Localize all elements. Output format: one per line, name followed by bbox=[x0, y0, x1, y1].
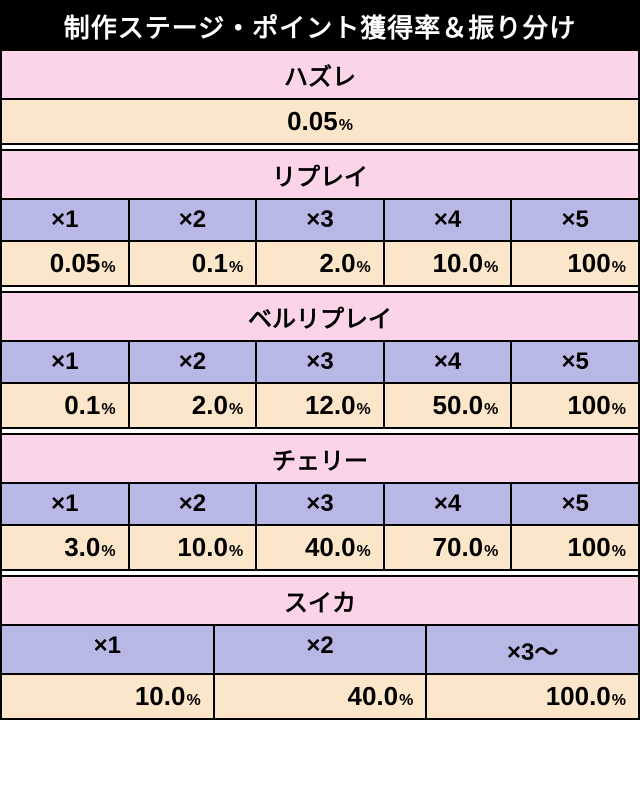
value-row: 0.1%2.0%12.0%50.0%100% bbox=[2, 384, 638, 427]
value-number: 40.0 bbox=[305, 532, 356, 563]
multiplier-cell: ×2 bbox=[130, 484, 258, 524]
category-header: スイカ bbox=[2, 577, 638, 626]
multiplier-cell: ×4 bbox=[385, 484, 513, 524]
percent-sign: % bbox=[612, 543, 626, 561]
single-value: 0.05% bbox=[2, 100, 638, 143]
value-row: 3.0%10.0%40.0%70.0%100% bbox=[2, 526, 638, 569]
value-cell: 2.0% bbox=[257, 242, 385, 285]
value-number: 3.0 bbox=[64, 532, 100, 563]
percent-sign: % bbox=[357, 259, 371, 277]
value-row: 0.05%0.1%2.0%10.0%100% bbox=[2, 242, 638, 285]
section-1: リプレイ×1×2×3×4×50.05%0.1%2.0%10.0%100% bbox=[2, 149, 638, 285]
value-number: 0.1 bbox=[192, 248, 228, 279]
multiplier-row: ×1×2×3×4×5 bbox=[2, 200, 638, 242]
value-cell: 0.1% bbox=[2, 384, 130, 427]
value-number: 10.0 bbox=[135, 681, 186, 712]
multiplier-cell: ×5 bbox=[512, 342, 638, 382]
value-cell: 3.0% bbox=[2, 526, 130, 569]
percent-sign: % bbox=[399, 692, 413, 710]
value-row: 10.0%40.0%100.0% bbox=[2, 675, 638, 718]
multiplier-cell: ×4 bbox=[385, 200, 513, 240]
category-header: ベルリプレイ bbox=[2, 293, 638, 342]
value-number: 50.0 bbox=[433, 390, 484, 421]
percent-sign: % bbox=[612, 692, 626, 710]
value-cell: 100% bbox=[512, 242, 638, 285]
value-number: 2.0 bbox=[192, 390, 228, 421]
multiplier-cell: ×1 bbox=[2, 626, 215, 673]
value-number: 100.0 bbox=[546, 681, 611, 712]
table-title: 制作ステージ・ポイント獲得率＆振り分け bbox=[2, 2, 638, 51]
value-number: 10.0 bbox=[433, 248, 484, 279]
percent-sign: % bbox=[612, 259, 626, 277]
multiplier-cell: ×1 bbox=[2, 484, 130, 524]
multiplier-cell: ×3 bbox=[257, 200, 385, 240]
category-header: ハズレ bbox=[2, 51, 638, 100]
value-cell: 100% bbox=[512, 526, 638, 569]
value-cell: 10.0% bbox=[385, 242, 513, 285]
percent-sign: % bbox=[612, 401, 626, 419]
value-cell: 100.0% bbox=[427, 675, 638, 718]
percent-sign: % bbox=[357, 543, 371, 561]
value-number: 0.1 bbox=[64, 390, 100, 421]
section-3: チェリー×1×2×3×4×53.0%10.0%40.0%70.0%100% bbox=[2, 433, 638, 569]
value-cell: 50.0% bbox=[385, 384, 513, 427]
multiplier-cell: ×5 bbox=[512, 484, 638, 524]
percent-sign: % bbox=[484, 401, 498, 419]
category-header: チェリー bbox=[2, 435, 638, 484]
value-cell: 40.0% bbox=[215, 675, 428, 718]
value-cell: 0.05% bbox=[2, 242, 130, 285]
multiplier-cell: ×2 bbox=[215, 626, 428, 673]
percent-sign: % bbox=[186, 692, 200, 710]
value-number: 100 bbox=[567, 390, 610, 421]
percent-sign: % bbox=[484, 543, 498, 561]
value-cell: 0.1% bbox=[130, 242, 258, 285]
percent-sign: % bbox=[229, 259, 243, 277]
section-2: ベルリプレイ×1×2×3×4×50.1%2.0%12.0%50.0%100% bbox=[2, 291, 638, 427]
value-number: 100 bbox=[567, 532, 610, 563]
multiplier-row: ×1×2×3～ bbox=[2, 626, 638, 675]
percent-sign: % bbox=[339, 117, 353, 134]
value-number: 70.0 bbox=[433, 532, 484, 563]
multiplier-cell: ×4 bbox=[385, 342, 513, 382]
value-number: 0.05 bbox=[50, 248, 101, 279]
multiplier-cell: ×3～ bbox=[427, 626, 638, 673]
percent-sign: % bbox=[357, 401, 371, 419]
value-cell: 100% bbox=[512, 384, 638, 427]
multiplier-cell: ×2 bbox=[130, 342, 258, 382]
value-cell: 40.0% bbox=[257, 526, 385, 569]
percent-sign: % bbox=[484, 259, 498, 277]
multiplier-row: ×1×2×3×4×5 bbox=[2, 484, 638, 526]
value-cell: 10.0% bbox=[130, 526, 258, 569]
category-header: リプレイ bbox=[2, 151, 638, 200]
multiplier-cell: ×5 bbox=[512, 200, 638, 240]
value-number: 10.0 bbox=[177, 532, 228, 563]
rate-table: 制作ステージ・ポイント獲得率＆振り分け ハズレ0.05%リプレイ×1×2×3×4… bbox=[0, 0, 640, 720]
percent-sign: % bbox=[101, 259, 115, 277]
multiplier-cell: ×2 bbox=[130, 200, 258, 240]
percent-sign: % bbox=[101, 401, 115, 419]
multiplier-cell: ×3 bbox=[257, 484, 385, 524]
value-cell: 12.0% bbox=[257, 384, 385, 427]
value-number: 40.0 bbox=[348, 681, 399, 712]
multiplier-cell: ×3 bbox=[257, 342, 385, 382]
value-number: 12.0 bbox=[305, 390, 356, 421]
multiplier-row: ×1×2×3×4×5 bbox=[2, 342, 638, 384]
section-0: ハズレ0.05% bbox=[2, 51, 638, 143]
value-cell: 70.0% bbox=[385, 526, 513, 569]
percent-sign: % bbox=[229, 401, 243, 419]
value-cell: 2.0% bbox=[130, 384, 258, 427]
value-number: 100 bbox=[567, 248, 610, 279]
percent-sign: % bbox=[229, 543, 243, 561]
multiplier-cell: ×1 bbox=[2, 200, 130, 240]
value-number: 0.05 bbox=[287, 106, 338, 136]
percent-sign: % bbox=[101, 543, 115, 561]
value-number: 2.0 bbox=[319, 248, 355, 279]
multiplier-cell: ×1 bbox=[2, 342, 130, 382]
value-cell: 10.0% bbox=[2, 675, 215, 718]
section-4: スイカ×1×2×3～10.0%40.0%100.0% bbox=[2, 575, 638, 718]
